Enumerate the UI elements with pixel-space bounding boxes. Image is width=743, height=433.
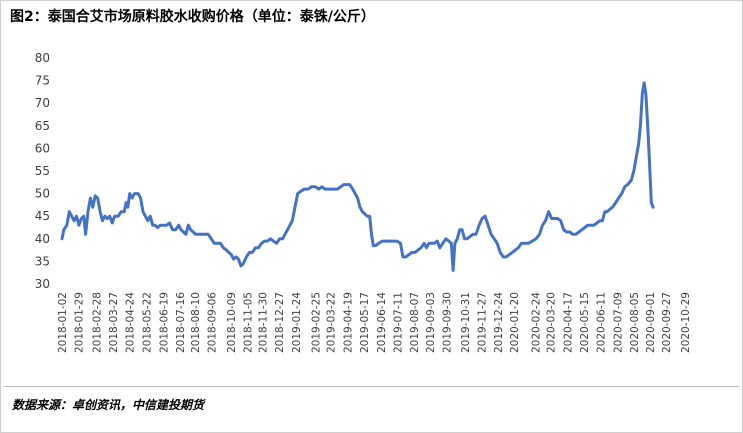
x-tick-label: 2018-05-22 (142, 292, 154, 353)
x-tick-label: 2018-04-24 (125, 292, 137, 353)
price-series-line (60, 81, 655, 272)
x-tick-label: 2019-09-03 (425, 292, 437, 353)
y-tick-label: 35 (35, 254, 50, 268)
x-tick-label: 2018-01-02 (57, 292, 69, 353)
y-tick-label: 50 (35, 187, 50, 201)
x-tick-label: 2019-08-07 (409, 292, 421, 353)
y-tick-label: 40 (35, 232, 50, 246)
x-tick-label: 2020-04-17 (562, 292, 574, 353)
x-tick-label: 2019-05-17 (359, 292, 371, 353)
y-tick-label: 60 (35, 141, 50, 155)
x-tick-label: 2018-09-06 (206, 292, 218, 353)
x-tick-label: 2020-09-27 (661, 292, 673, 353)
x-tick-label: 2020-05-15 (579, 292, 591, 353)
x-tick-label: 2019-06-14 (376, 292, 388, 353)
x-tick-label: 2018-01-29 (73, 292, 85, 353)
x-tick-label: 2020-10-29 (680, 292, 692, 353)
x-tick-label: 2020-03-20 (545, 292, 557, 353)
chart-title: 图2：泰国合艾市场原料胶水收购价格（单位：泰铢/公斤） (10, 9, 375, 25)
x-tick-label: 2019-12-24 (493, 292, 505, 353)
x-tick-label: 2019-03-22 (325, 292, 337, 353)
x-tick-label: 2019-07-11 (392, 292, 404, 353)
x-tick-label: 2020-02-24 (530, 292, 542, 353)
y-tick-label: 55 (35, 164, 50, 178)
source-note: 数据来源：卓创资讯，中信建投期货 (12, 398, 205, 412)
y-tick-label: 30 (35, 277, 50, 291)
y-tick-label: 80 (35, 51, 50, 65)
y-tick-label: 45 (35, 209, 50, 223)
y-axis: 30 35 40 45 50 55 60 65 70 75 80 (35, 51, 50, 291)
y-tick-label: 70 (35, 96, 50, 110)
x-tick-label: 2018-12-27 (274, 292, 286, 353)
x-tick-label: 2020-06-11 (596, 292, 608, 353)
x-tick-label: 2018-11-05 (243, 292, 255, 353)
x-tick-label: 2019-04-19 (342, 292, 354, 353)
x-tick-label: 2020-07-09 (612, 292, 624, 353)
x-tick-label: 2019-09-30 (441, 292, 453, 353)
x-tick-label: 2018-03-27 (108, 292, 120, 353)
series-group (60, 81, 655, 272)
source-divider (4, 386, 739, 387)
y-tick-label: 75 (35, 74, 50, 88)
x-tick-label: 2020-08-05 (629, 292, 641, 353)
x-tick-label: 2019-11-27 (476, 292, 488, 353)
x-tick-label: 2018-08-10 (190, 292, 202, 353)
x-axis: 2018-01-02 2018-01-29 2018-02-28 2018-03-27… (57, 292, 692, 353)
x-tick-label: 2020-09-01 (645, 292, 657, 353)
x-tick-label: 2018-11-30 (258, 292, 270, 353)
x-tick-label: 2019-10-31 (460, 292, 472, 353)
x-tick-label: 2018-10-09 (226, 292, 238, 353)
x-tick-label: 2019-01-24 (291, 292, 303, 353)
x-tick-label: 2018-06-19 (159, 292, 171, 353)
x-tick-label: 2018-07-16 (175, 292, 187, 353)
x-tick-label: 2020-01-20 (509, 292, 521, 353)
x-tick-label: 2018-02-28 (91, 292, 103, 353)
y-tick-label: 65 (35, 119, 50, 133)
x-tick-label: 2019-02-25 (310, 292, 322, 353)
